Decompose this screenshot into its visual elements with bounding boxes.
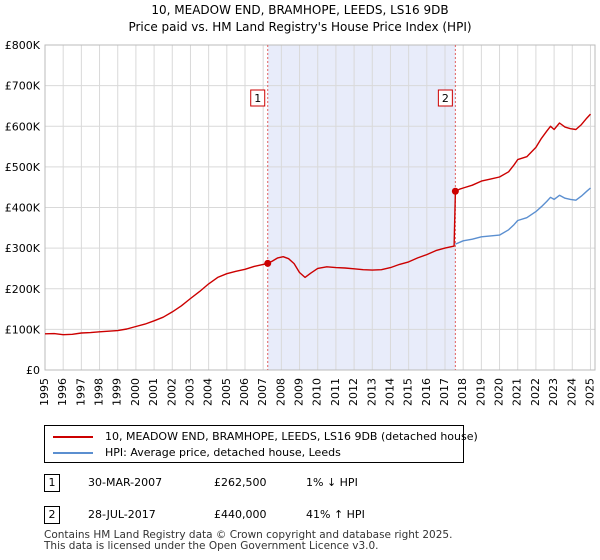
x-tick-label: 2023 <box>547 378 560 406</box>
chart-legend: 10, MEADOW END, BRAMHOPE, LEEDS, LS16 9D… <box>44 425 478 463</box>
sale-hpi-change: 1% ↓ HPI <box>306 476 358 489</box>
sale-label-text: 1 <box>254 92 261 105</box>
x-tick-label: 2002 <box>165 378 178 406</box>
x-tick-label: 2018 <box>456 378 469 406</box>
y-tick-label: £300K <box>5 242 41 255</box>
x-tick-label: 2020 <box>493 378 506 406</box>
x-tick-label: 2016 <box>420 378 433 406</box>
x-tick-label: 2011 <box>329 378 342 406</box>
x-tick-label: 1998 <box>93 378 106 406</box>
y-tick-label: £800K <box>5 39 41 52</box>
sale-point <box>451 187 459 195</box>
x-tick-label: 2010 <box>311 378 324 406</box>
x-tick-label: 2009 <box>293 378 306 406</box>
x-tick-label: 2008 <box>274 378 287 406</box>
legend-swatch-hpi <box>53 452 93 454</box>
sale-label-text: 2 <box>442 92 449 105</box>
footer-license: This data is licensed under the Open Gov… <box>44 540 379 552</box>
x-tick-label: 2001 <box>147 378 160 406</box>
legend-label-hpi: HPI: Average price, detached house, Leed… <box>105 446 341 459</box>
x-tick-label: 2019 <box>474 378 487 406</box>
y-tick-label: £500K <box>5 161 41 174</box>
legend-swatch-property <box>53 436 93 438</box>
x-tick-label: 1999 <box>111 378 124 406</box>
y-tick-label: £700K <box>5 80 41 93</box>
x-tick-label: 2000 <box>129 378 142 406</box>
property-price-series-line <box>44 113 592 336</box>
chart-subtitle: Price paid vs. HM Land Registry's House … <box>128 20 471 34</box>
x-tick-label: 2022 <box>529 378 542 406</box>
x-tick-label: 2024 <box>565 378 578 406</box>
plot-border <box>44 44 596 371</box>
y-tick-label: £200K <box>5 283 41 296</box>
y-tick-label: £400K <box>5 202 41 215</box>
sale-label-box <box>437 89 453 107</box>
legend-label-property: 10, MEADOW END, BRAMHOPE, LEEDS, LS16 9D… <box>105 430 478 443</box>
x-tick-label: 2005 <box>220 378 233 406</box>
x-tick-label: 2017 <box>438 378 451 406</box>
sale-price: £262,500 <box>214 476 267 489</box>
x-tick-label: 2025 <box>583 378 596 406</box>
sale-price: £440,000 <box>214 508 267 521</box>
sale-point <box>264 259 272 267</box>
y-tick-label: £0 <box>26 364 40 377</box>
price-chart: 10, MEADOW END, BRAMHOPE, LEEDS, LS16 9D… <box>5 3 597 406</box>
x-tick-label: 2006 <box>238 378 251 406</box>
hpi-series-line <box>455 187 591 245</box>
x-tick-label: 2003 <box>183 378 196 406</box>
x-tick-label: 2013 <box>365 378 378 406</box>
sale-hpi-change: 41% ↑ HPI <box>306 508 365 521</box>
x-tick-label: 2014 <box>383 378 396 406</box>
sale-label-box <box>250 89 266 107</box>
x-tick-label: 2021 <box>511 378 524 406</box>
sale-date: 28-JUL-2017 <box>88 508 156 521</box>
x-tick-label: 2007 <box>256 378 269 406</box>
x-tick-label: 2015 <box>402 378 415 406</box>
y-tick-label: £100K <box>5 323 41 336</box>
x-tick-label: 1996 <box>56 378 69 406</box>
sale-number-badge: 1 <box>44 474 60 492</box>
x-tick-label: 2012 <box>347 378 360 406</box>
footer-attribution: Contains HM Land Registry data © Crown c… <box>44 530 452 552</box>
x-tick-label: 1997 <box>74 378 87 406</box>
x-tick-label: 2004 <box>202 378 215 406</box>
footer-copyright: Contains HM Land Registry data © Crown c… <box>44 529 453 541</box>
y-tick-label: £600K <box>5 120 41 133</box>
sale-number-badge: 2 <box>44 506 60 524</box>
sale-date: 30-MAR-2007 <box>88 476 163 489</box>
x-tick-label: 1995 <box>38 378 51 406</box>
chart-title: 10, MEADOW END, BRAMHOPE, LEEDS, LS16 9D… <box>151 3 448 17</box>
